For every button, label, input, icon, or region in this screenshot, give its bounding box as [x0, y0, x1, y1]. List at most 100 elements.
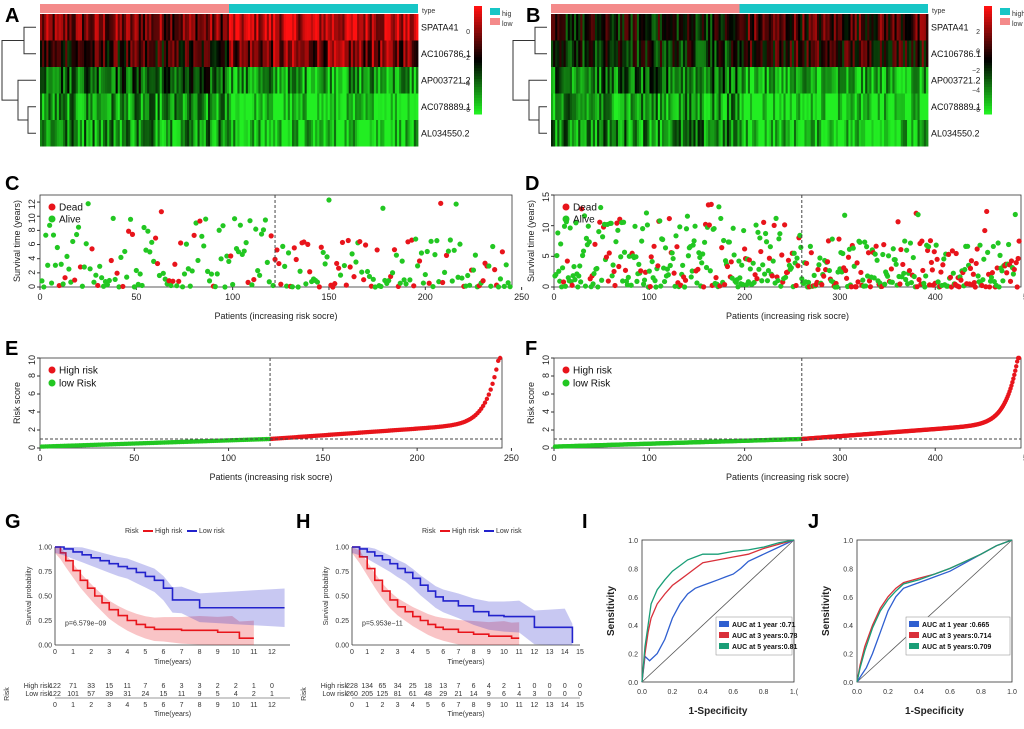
heat-cell — [840, 120, 843, 147]
heat-cell — [182, 40, 186, 67]
heat-cell — [584, 93, 587, 120]
heat-cell — [256, 40, 259, 67]
heat-cell — [611, 93, 615, 120]
heat-cell — [823, 120, 826, 147]
risk-table-value: 0 — [578, 683, 582, 690]
colorbar-step — [474, 6, 482, 10]
dead-point — [974, 246, 980, 252]
heat-cell — [831, 93, 835, 120]
heat-cell — [69, 67, 72, 94]
heat-cell — [142, 120, 146, 147]
heat-cell — [411, 40, 415, 67]
heat-cell — [576, 120, 579, 147]
alive-point — [625, 274, 631, 280]
heat-cell — [96, 67, 100, 94]
heat-cell — [157, 93, 161, 120]
heat-cell — [319, 120, 322, 147]
colorbar-step — [474, 105, 482, 110]
heat-cell — [605, 120, 608, 147]
dead-point — [72, 277, 78, 283]
heat-cell — [195, 93, 198, 120]
heat-cell — [553, 120, 556, 147]
colorbar-step — [474, 22, 482, 26]
heat-cell — [235, 14, 238, 41]
dead-point — [1013, 260, 1019, 266]
dendro-branch — [23, 26, 36, 55]
heat-cell — [561, 93, 564, 120]
x-tick-label: 300 — [832, 453, 847, 463]
alive-point — [621, 249, 628, 255]
heat-cell — [559, 67, 562, 94]
heat-cell — [708, 14, 711, 41]
heat-cell — [676, 14, 680, 41]
heat-cell — [770, 120, 774, 147]
heat-cell — [378, 67, 381, 94]
heat-cell — [48, 14, 51, 41]
panel-letter-b: B — [526, 5, 540, 27]
heat-cell — [399, 40, 402, 67]
heat-cell — [747, 40, 751, 67]
legend-dot — [48, 203, 56, 211]
heat-cell — [63, 14, 66, 41]
alive-point — [60, 281, 66, 287]
dendrogram — [512, 26, 547, 134]
heat-cell — [875, 67, 879, 94]
colorbar-step — [984, 33, 992, 37]
dead-point — [1015, 255, 1021, 262]
alive-point — [762, 271, 768, 277]
heat-cell — [331, 120, 335, 147]
heat-cell — [361, 67, 364, 94]
heat-cell — [628, 67, 631, 94]
heat-cell — [800, 40, 803, 67]
heat-cell — [622, 120, 625, 147]
heat-cell — [682, 93, 686, 120]
alive-point — [99, 275, 105, 281]
alive-point — [692, 223, 698, 229]
heat-cell — [153, 120, 156, 147]
dead-point — [769, 273, 775, 279]
heat-cell — [630, 93, 634, 120]
alive-point — [765, 267, 772, 274]
heat-cell — [218, 93, 221, 120]
heat-cell — [44, 40, 47, 67]
x-axis-label: Patients (increasing risk socre) — [214, 311, 337, 321]
heat-cell — [825, 14, 828, 41]
heat-cell — [100, 67, 104, 94]
heat-cell — [111, 67, 114, 94]
heat-cell — [239, 14, 242, 41]
heat-cell — [812, 93, 816, 120]
heat-cell — [56, 67, 60, 94]
heat-cell — [334, 67, 337, 94]
heat-cell — [634, 120, 638, 147]
heat-cell — [283, 14, 287, 41]
x-tick-label: 250 — [504, 453, 519, 463]
heat-cell — [611, 67, 615, 94]
type-bar-high — [739, 4, 928, 13]
dead-point — [900, 261, 906, 268]
heat-cell — [664, 67, 667, 94]
heat-cell — [555, 120, 558, 147]
y-tick-label: 12 — [27, 199, 37, 209]
x-axis-label: Patients (increasing risk socre) — [726, 311, 849, 321]
dead-point — [605, 278, 611, 284]
risk-table-value: 0 — [270, 683, 274, 690]
heat-cell — [907, 40, 910, 67]
heat-cell — [907, 120, 910, 147]
heat-cell — [699, 67, 703, 94]
alive-point — [139, 282, 145, 289]
colorbar-tick: 2 — [976, 29, 980, 36]
risk-table-xlabel: Time(years) — [447, 711, 484, 718]
heat-cell — [894, 120, 897, 147]
alive-point — [87, 266, 93, 272]
x-tick-label: 0.4 — [698, 689, 708, 696]
heat-cell — [703, 93, 707, 120]
dead-point — [742, 246, 748, 252]
alive-point — [596, 228, 602, 235]
alive-point — [237, 222, 243, 228]
heat-cell — [594, 93, 598, 120]
heat-cell — [342, 67, 345, 94]
alive-point — [449, 278, 455, 284]
heat-cell — [119, 40, 123, 67]
heat-cell — [779, 120, 782, 147]
colorbar-step — [984, 100, 992, 104]
